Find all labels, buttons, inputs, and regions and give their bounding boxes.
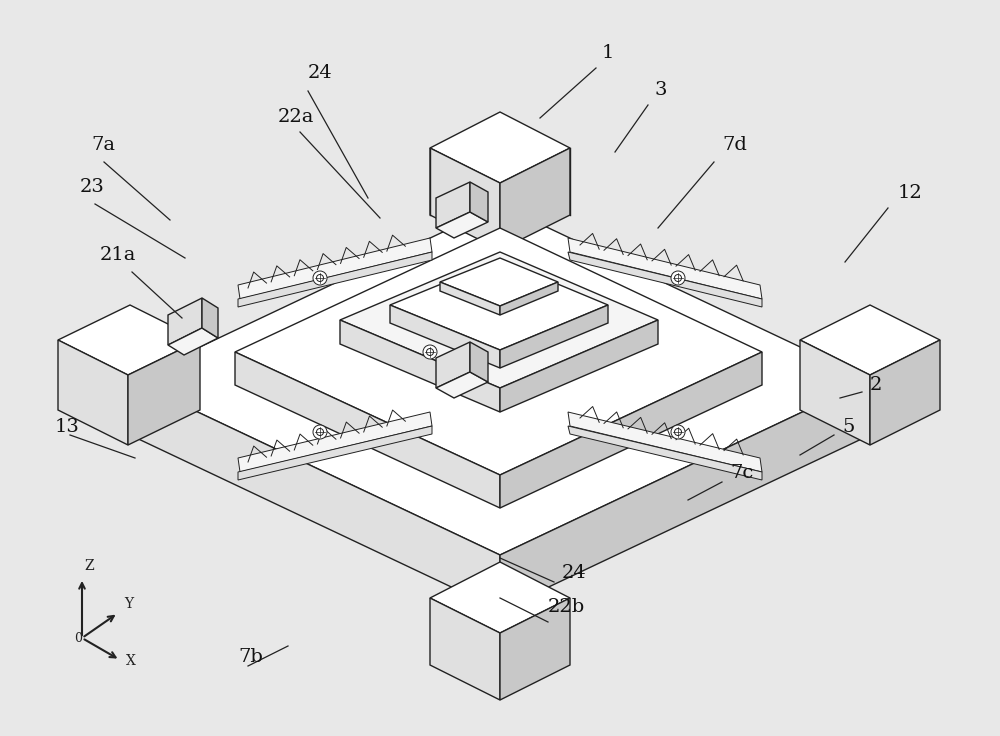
Polygon shape	[568, 412, 762, 472]
Text: 21a: 21a	[100, 246, 136, 264]
Polygon shape	[168, 328, 218, 355]
Text: Y: Y	[124, 597, 133, 611]
Circle shape	[316, 428, 324, 436]
Polygon shape	[500, 320, 658, 412]
Circle shape	[313, 425, 327, 439]
Polygon shape	[440, 282, 500, 315]
Circle shape	[674, 428, 682, 436]
Polygon shape	[568, 426, 762, 480]
Text: 22a: 22a	[278, 108, 314, 126]
Text: 1: 1	[602, 44, 614, 62]
Text: 22b: 22b	[548, 598, 585, 616]
Text: Z: Z	[84, 559, 94, 573]
Text: 7a: 7a	[91, 136, 115, 154]
Polygon shape	[500, 305, 608, 368]
Text: 23: 23	[80, 178, 105, 196]
Polygon shape	[800, 340, 870, 445]
Polygon shape	[440, 258, 558, 306]
Polygon shape	[500, 380, 870, 610]
Polygon shape	[430, 112, 570, 183]
Text: 7c: 7c	[730, 464, 753, 482]
Text: 7d: 7d	[722, 136, 747, 154]
Circle shape	[426, 349, 434, 355]
Text: 5: 5	[842, 418, 854, 436]
Polygon shape	[58, 340, 128, 445]
Polygon shape	[235, 228, 762, 475]
Polygon shape	[500, 598, 570, 700]
Text: 24: 24	[308, 64, 333, 82]
Polygon shape	[436, 212, 488, 238]
Circle shape	[423, 345, 437, 359]
Polygon shape	[430, 562, 570, 633]
Polygon shape	[436, 342, 470, 388]
Polygon shape	[430, 598, 500, 700]
Polygon shape	[500, 282, 558, 315]
Text: X: X	[126, 654, 136, 668]
Polygon shape	[128, 340, 200, 445]
Polygon shape	[568, 238, 762, 299]
Text: 0: 0	[74, 632, 82, 645]
Circle shape	[674, 275, 682, 281]
Polygon shape	[870, 340, 940, 445]
Polygon shape	[568, 252, 762, 307]
Circle shape	[671, 271, 685, 285]
Circle shape	[313, 271, 327, 285]
Polygon shape	[436, 372, 488, 398]
Polygon shape	[202, 298, 218, 338]
Polygon shape	[436, 182, 470, 228]
Polygon shape	[58, 305, 200, 375]
Text: 7b: 7b	[238, 648, 263, 666]
Polygon shape	[238, 252, 432, 307]
Polygon shape	[390, 305, 500, 368]
Polygon shape	[168, 298, 202, 345]
Polygon shape	[800, 305, 940, 375]
Text: 24: 24	[562, 564, 587, 582]
Polygon shape	[130, 380, 500, 610]
Polygon shape	[500, 148, 570, 250]
Text: 12: 12	[898, 184, 923, 202]
Polygon shape	[130, 205, 870, 555]
Text: 13: 13	[55, 418, 80, 436]
Polygon shape	[430, 148, 500, 250]
Circle shape	[316, 275, 324, 281]
Polygon shape	[470, 182, 488, 222]
Polygon shape	[238, 412, 432, 472]
Text: 3: 3	[655, 81, 668, 99]
Polygon shape	[238, 426, 432, 480]
Polygon shape	[390, 260, 608, 350]
Polygon shape	[340, 320, 500, 412]
Polygon shape	[238, 238, 432, 299]
Polygon shape	[500, 352, 762, 508]
Text: 2: 2	[870, 376, 882, 394]
Polygon shape	[235, 352, 500, 508]
Circle shape	[671, 425, 685, 439]
Polygon shape	[470, 342, 488, 382]
Polygon shape	[340, 252, 658, 388]
